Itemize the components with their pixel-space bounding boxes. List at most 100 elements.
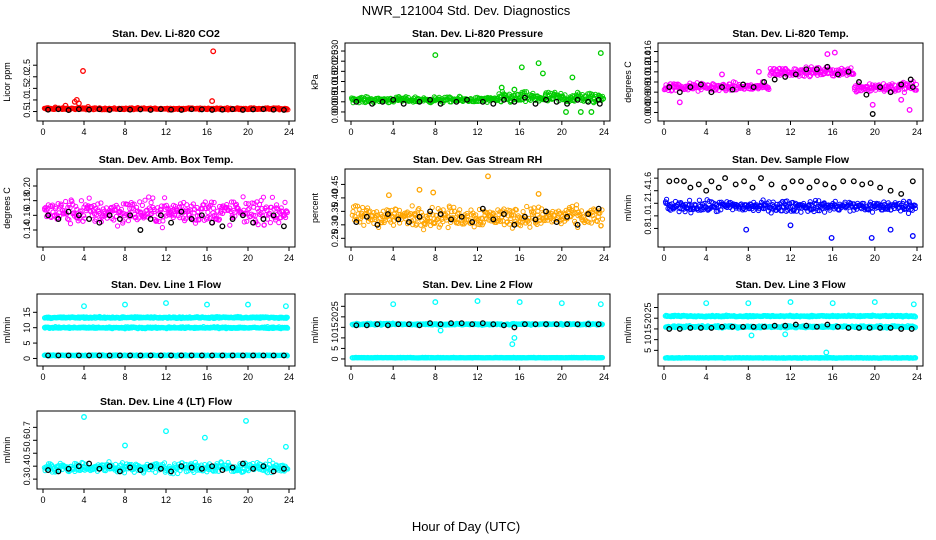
data-point: [427, 320, 434, 327]
data-point: [209, 352, 216, 359]
cloud-point: [913, 87, 919, 93]
y-tick-label: 0.006: [643, 91, 653, 114]
data-point: [86, 106, 93, 113]
cloud-point: [163, 202, 169, 208]
cloud-point: [506, 221, 512, 227]
cloud-point: [530, 210, 537, 216]
data-point: [122, 301, 128, 308]
cloud-point: [801, 73, 808, 79]
data-point: [750, 84, 757, 91]
data-point: [116, 106, 123, 113]
cloud-point: [388, 219, 394, 225]
y-tick-label: 0.008: [643, 81, 653, 104]
cloud-point: [177, 215, 183, 221]
cloud-point: [452, 208, 458, 214]
data-point: [539, 70, 546, 77]
data-point: [416, 213, 423, 220]
x-tick-label: 12: [161, 127, 171, 137]
x-tick-label: 16: [202, 253, 212, 263]
data-point: [127, 106, 134, 113]
data-point: [127, 212, 134, 219]
cloud-point: [159, 225, 165, 231]
cloud-point: [190, 217, 196, 223]
cloud-point: [901, 89, 908, 96]
cloud-point: [545, 89, 551, 96]
data-point: [474, 298, 481, 305]
cloud-point: [352, 203, 359, 209]
data-point: [168, 219, 175, 226]
cloud-point: [95, 201, 101, 207]
data-point: [168, 106, 175, 113]
data-point: [369, 100, 376, 107]
cloud-point: [416, 206, 422, 212]
data-point: [260, 216, 267, 222]
y-tick-label: 1.0: [22, 94, 32, 107]
y-tick-label: 0.16: [22, 207, 32, 225]
cloud-point: [393, 206, 399, 213]
data-point: [55, 352, 62, 359]
cloud-point: [381, 219, 387, 226]
cloud-point: [284, 353, 290, 359]
cloud-point: [579, 217, 585, 223]
data-point: [676, 99, 683, 106]
y-tick-label: 15: [643, 324, 653, 334]
cloud-point: [574, 202, 580, 208]
x-tick-label: 16: [202, 127, 212, 137]
data-point: [887, 226, 894, 233]
data-point: [553, 219, 560, 226]
y-axis-label: kPa: [310, 74, 320, 90]
cloud-point: [515, 213, 521, 219]
cloud-point: [471, 224, 477, 230]
cloud-point: [527, 224, 533, 230]
cloud-point: [284, 314, 290, 320]
x-tick-label: 24: [599, 253, 609, 263]
data-point: [353, 98, 360, 105]
data-point: [715, 184, 722, 191]
data-point: [909, 233, 916, 239]
points-layer: [41, 300, 291, 359]
data-point: [898, 190, 905, 197]
data-point: [437, 211, 444, 218]
cloud-point: [696, 197, 703, 203]
y-tick-label: 25: [643, 302, 653, 312]
y-axis-label: Licor ppm: [2, 62, 12, 102]
y-tick-label: 0.35: [330, 203, 340, 221]
cloud-point: [464, 210, 470, 217]
data-point: [532, 216, 539, 223]
cloud-point: [808, 64, 814, 70]
cloud-point: [901, 198, 907, 204]
series-all: [349, 50, 607, 115]
data-point: [877, 184, 884, 191]
cloud-point: [912, 202, 918, 209]
data-point: [250, 352, 257, 359]
x-tick-label: 12: [785, 127, 795, 137]
data-point: [219, 223, 226, 230]
data-point: [822, 181, 829, 188]
data-point: [792, 71, 799, 78]
cloud-point: [599, 355, 606, 361]
data-point: [137, 227, 144, 233]
cloud-point: [211, 199, 217, 206]
x-tick-label: 8: [433, 127, 438, 137]
y-tick-label: 0: [330, 356, 340, 361]
y-tick-label: 0.004: [643, 101, 653, 124]
data-point: [703, 187, 710, 194]
cloud-point: [111, 217, 117, 223]
data-point: [260, 106, 267, 113]
data-point: [209, 98, 216, 105]
y-tick-label: 15: [330, 322, 340, 332]
x-tick-label: 0: [661, 372, 666, 382]
y-axis-label: ml/min: [623, 317, 633, 344]
cloud-point: [497, 209, 503, 215]
data-point: [585, 321, 592, 328]
cloud-point: [480, 220, 486, 226]
data-point: [498, 84, 505, 91]
y-tick-label: 0.025: [330, 50, 340, 73]
data-point: [673, 177, 680, 184]
x-tick-label: 16: [828, 372, 838, 382]
data-point: [840, 178, 847, 185]
cloud-point: [784, 198, 790, 204]
chart-title: Stan. Dev. Li-820 Pressure: [412, 28, 543, 40]
data-point: [887, 187, 894, 194]
